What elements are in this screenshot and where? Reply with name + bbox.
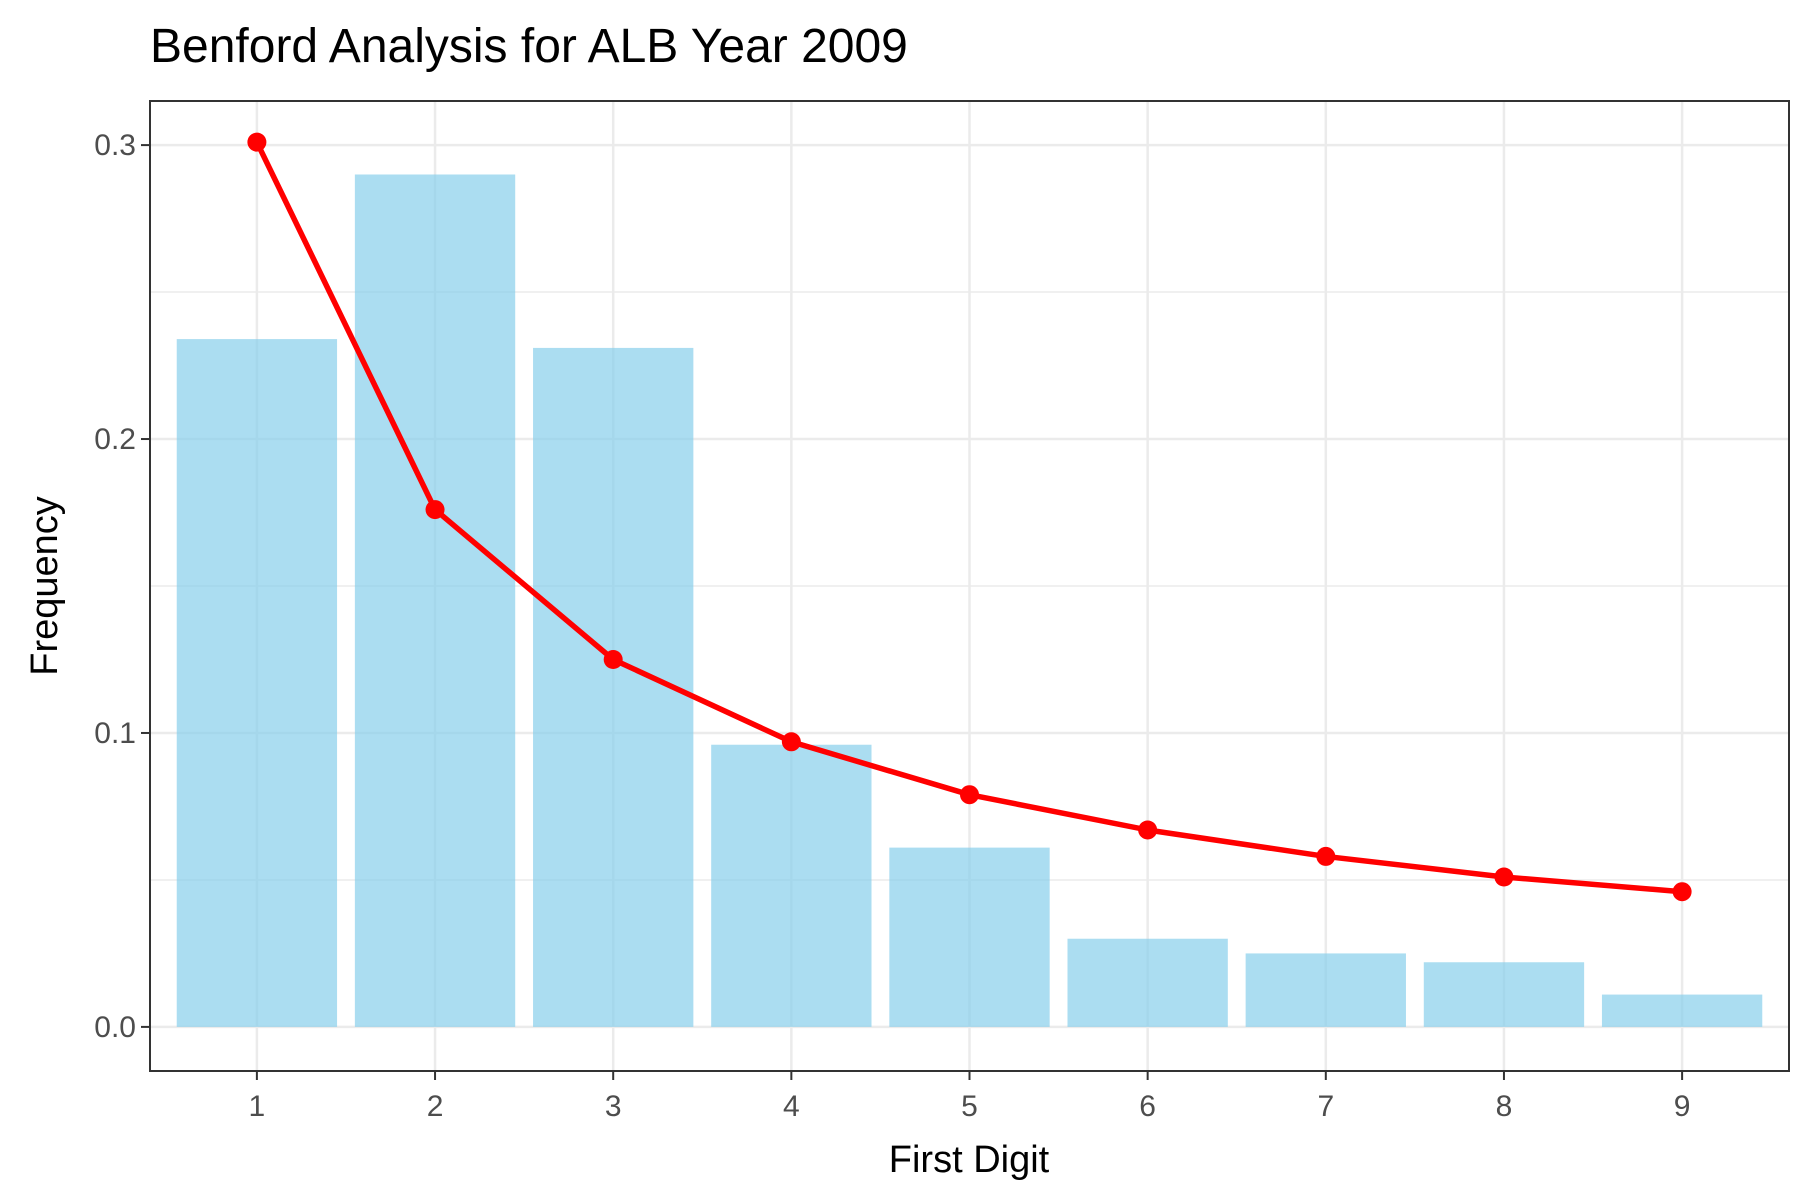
x-tick-label: 7 xyxy=(1317,1090,1334,1123)
line-point xyxy=(1494,867,1514,887)
x-tick-label: 9 xyxy=(1674,1090,1691,1123)
bar xyxy=(176,339,338,1027)
bar xyxy=(889,847,1050,1027)
x-tick-label: 4 xyxy=(783,1090,800,1123)
line-point xyxy=(1316,846,1336,866)
bar xyxy=(354,174,516,1027)
y-tick-label: 0.1 xyxy=(94,717,136,750)
x-tick-label: 3 xyxy=(605,1090,622,1123)
x-axis: 1 2 3 4 5 6 7 8 9 xyxy=(249,1071,1691,1123)
y-axis-title: Frequency xyxy=(24,496,66,676)
x-tick-label: 2 xyxy=(427,1090,444,1123)
bar-series xyxy=(176,174,1763,1027)
y-tick-label: 0.0 xyxy=(94,1011,136,1044)
line-point xyxy=(1138,820,1158,840)
y-axis: 0.0 0.1 0.2 0.3 xyxy=(94,129,150,1044)
bar xyxy=(533,347,694,1027)
x-tick-label: 6 xyxy=(1139,1090,1156,1123)
bar xyxy=(711,744,872,1027)
line-point xyxy=(781,732,801,752)
benford-line-series xyxy=(247,132,1692,902)
chart-title: Benford Analysis for ALB Year 2009 xyxy=(150,20,908,73)
y-tick-label: 0.3 xyxy=(94,129,136,162)
bar xyxy=(1601,994,1763,1027)
x-tick-label: 5 xyxy=(961,1090,978,1123)
bar xyxy=(1245,953,1406,1027)
y-tick-label: 0.2 xyxy=(94,423,136,456)
bar xyxy=(1423,962,1585,1027)
line-point xyxy=(247,132,267,152)
x-axis-title: First Digit xyxy=(889,1139,1050,1181)
line-point xyxy=(1672,882,1692,902)
x-tick-label: 8 xyxy=(1496,1090,1513,1123)
x-tick-label: 1 xyxy=(249,1090,266,1123)
bar xyxy=(1067,938,1228,1027)
line-point xyxy=(960,785,979,805)
line-point xyxy=(425,500,445,520)
line-point xyxy=(603,649,623,669)
